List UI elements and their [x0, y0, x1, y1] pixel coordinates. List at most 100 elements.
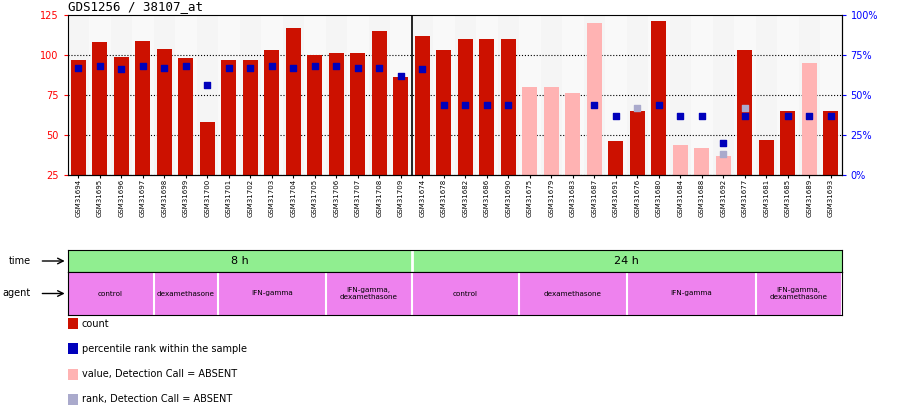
Bar: [328, 53, 344, 215]
Bar: [759, 140, 774, 215]
Text: percentile rank within the sample: percentile rank within the sample: [82, 344, 247, 354]
Bar: [368, 15, 390, 175]
Bar: [522, 87, 537, 215]
Point: [415, 66, 429, 72]
Text: IFN-gamma: IFN-gamma: [670, 290, 712, 296]
Bar: [411, 15, 433, 175]
Point: [136, 63, 150, 69]
Text: IFN-gamma,
dexamethasone: IFN-gamma, dexamethasone: [770, 287, 827, 300]
Bar: [221, 60, 237, 215]
Bar: [307, 55, 322, 215]
Bar: [411, 250, 842, 272]
Bar: [716, 156, 731, 215]
Bar: [670, 15, 691, 175]
Text: value, Detection Call = ABSENT: value, Detection Call = ABSENT: [82, 369, 237, 379]
Bar: [587, 23, 602, 215]
Point: [738, 104, 752, 111]
Bar: [390, 15, 411, 175]
Point: [372, 64, 386, 71]
Bar: [519, 15, 541, 175]
Bar: [178, 58, 194, 215]
Point: [716, 151, 731, 158]
Point: [458, 101, 473, 108]
Point: [351, 64, 365, 71]
Text: dexamethasone: dexamethasone: [157, 290, 215, 296]
Bar: [802, 87, 817, 215]
Text: GDS1256 / 38107_at: GDS1256 / 38107_at: [68, 0, 203, 13]
Bar: [454, 15, 476, 175]
Bar: [304, 15, 326, 175]
Text: dexamethasone: dexamethasone: [544, 290, 602, 296]
Bar: [433, 15, 454, 175]
Point: [329, 63, 344, 69]
Bar: [820, 15, 842, 175]
Bar: [626, 272, 755, 315]
Point: [308, 63, 322, 69]
Point: [286, 64, 301, 71]
Point: [243, 64, 257, 71]
Bar: [68, 250, 411, 272]
Point: [587, 101, 601, 108]
Bar: [755, 15, 777, 175]
Bar: [737, 50, 752, 215]
Bar: [326, 15, 347, 175]
Bar: [113, 57, 129, 215]
Bar: [154, 272, 218, 315]
Bar: [326, 272, 411, 315]
Bar: [798, 15, 820, 175]
Text: 24 h: 24 h: [614, 256, 639, 266]
Bar: [519, 272, 626, 315]
Bar: [132, 15, 154, 175]
Text: control: control: [453, 290, 478, 296]
Bar: [68, 272, 154, 315]
Point: [824, 113, 838, 119]
Point: [695, 113, 709, 119]
Text: agent: agent: [3, 288, 31, 298]
Bar: [261, 15, 283, 175]
Bar: [476, 15, 498, 175]
Text: IFN-gamma,
dexamethasone: IFN-gamma, dexamethasone: [339, 287, 398, 300]
Bar: [498, 15, 519, 175]
Bar: [626, 15, 648, 175]
Bar: [755, 272, 842, 315]
Bar: [605, 15, 626, 175]
Bar: [239, 15, 261, 175]
Point: [630, 104, 644, 111]
Bar: [415, 36, 430, 215]
Bar: [458, 39, 473, 215]
Bar: [218, 272, 326, 315]
Bar: [154, 15, 175, 175]
Bar: [565, 94, 581, 215]
Bar: [285, 28, 301, 215]
Bar: [479, 39, 494, 215]
Bar: [544, 87, 559, 215]
Point: [393, 72, 408, 79]
Point: [738, 113, 752, 119]
Bar: [196, 15, 218, 175]
Point: [178, 63, 193, 69]
Bar: [135, 40, 150, 215]
Point: [716, 140, 731, 146]
Bar: [780, 111, 796, 215]
Point: [157, 64, 171, 71]
Bar: [436, 50, 451, 215]
Bar: [672, 145, 688, 215]
Point: [265, 63, 279, 69]
Point: [221, 64, 236, 71]
Bar: [265, 50, 279, 215]
Text: time: time: [9, 256, 31, 266]
Bar: [283, 15, 304, 175]
Bar: [157, 49, 172, 215]
Bar: [541, 15, 562, 175]
Point: [780, 113, 795, 119]
Point: [200, 82, 214, 89]
Bar: [562, 15, 583, 175]
Bar: [393, 77, 409, 215]
Bar: [500, 39, 516, 215]
Bar: [824, 111, 838, 215]
Bar: [111, 15, 132, 175]
Point: [93, 63, 107, 69]
Text: IFN-gamma: IFN-gamma: [251, 290, 292, 296]
Point: [501, 101, 516, 108]
Bar: [713, 15, 734, 175]
